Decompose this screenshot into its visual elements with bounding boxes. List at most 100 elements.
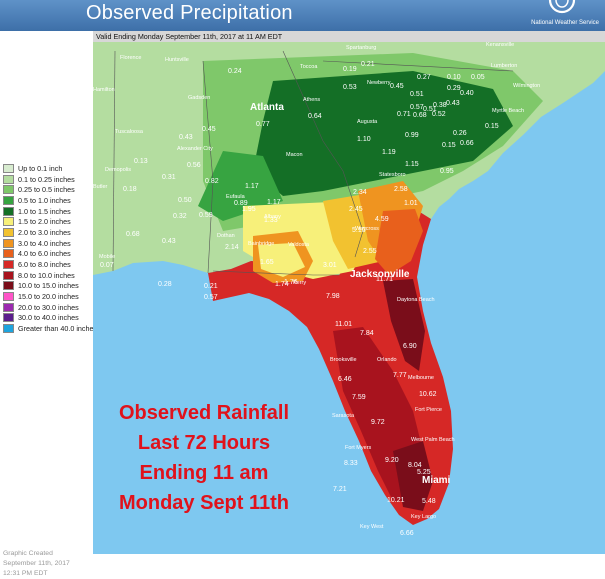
city-label: Augusta <box>357 119 378 125</box>
rainfall-value: 0.15 <box>485 123 499 130</box>
city-label: Brooksville <box>330 357 357 363</box>
agency-name: National Weather Service <box>531 20 599 26</box>
city-label: Dothan <box>217 233 235 239</box>
city-label: Hamilton <box>93 87 115 93</box>
legend-item: 10.0 to 15.0 inches <box>3 281 97 292</box>
city-label: Alexander City <box>177 146 213 152</box>
city-label: Myrtle Beach <box>492 108 524 114</box>
city-label: Lumberton <box>491 63 517 69</box>
rainfall-value: 0.95 <box>440 168 454 175</box>
header-banner: Observed Precipitation National Weather … <box>0 0 605 31</box>
city-label: Macon <box>286 152 303 158</box>
rainfall-value: 2.55 <box>363 248 377 255</box>
city-label: Statesboro <box>379 172 406 178</box>
legend-swatch <box>3 302 14 312</box>
rainfall-value: 0.27 <box>417 74 431 81</box>
rainfall-value: 0.45 <box>202 126 216 133</box>
credit-line: Graphic Created <box>3 550 53 557</box>
legend-item: 1.0 to 1.5 inches <box>3 206 97 217</box>
rainfall-value: 0.43 <box>179 134 193 141</box>
legend-item: 1.5 to 2.0 inches <box>3 216 97 227</box>
rainfall-value: 0.43 <box>446 100 460 107</box>
rainfall-value: 0.29 <box>447 85 461 92</box>
legend-label: 0.5 to 1.0 inches <box>18 195 71 205</box>
rainfall-value: 5.48 <box>422 498 436 505</box>
city-label: Valdosta <box>288 242 310 248</box>
nws-logo-icon <box>548 0 576 14</box>
rainfall-value: 1.19 <box>382 149 396 156</box>
valid-time-bar: Valid Ending Monday September 11th, 2017… <box>93 31 605 42</box>
credit-line: September 11th, 2017 <box>3 560 70 567</box>
rainfall-value: 4.59 <box>375 216 389 223</box>
rainfall-value: 0.45 <box>390 83 404 90</box>
rainfall-value: 0.26 <box>453 130 467 137</box>
rainfall-value: 0.38 <box>433 102 447 109</box>
rainfall-value: 0.28 <box>158 281 172 288</box>
city-label: Bainbridge <box>248 241 274 247</box>
rainfall-value: 8.33 <box>344 460 358 467</box>
legend-label: 0.1 to 0.25 inches <box>18 174 75 184</box>
precip-band-midgreen <box>198 151 283 221</box>
legend-item: 0.5 to 1.0 inches <box>3 195 97 206</box>
rainfall-value: 7.59 <box>352 394 366 401</box>
precip-core-south <box>393 441 433 511</box>
rainfall-value: 0.10 <box>447 74 461 81</box>
city-label: Key Largo <box>411 514 436 520</box>
legend-item: 6.0 to 8.0 inches <box>3 259 97 270</box>
rainfall-value: 0.31 <box>162 174 176 181</box>
rainfall-value: 7.98 <box>326 293 340 300</box>
rainfall-value: 0.05 <box>471 74 485 81</box>
city-label: Sarasota <box>332 413 355 419</box>
rainfall-value: 0.21 <box>361 61 375 68</box>
legend-item: 4.0 to 6.0 inches <box>3 249 97 260</box>
rainfall-value: 0.77 <box>256 121 270 128</box>
legend-swatch <box>3 174 14 184</box>
major-city-label: Atlanta <box>250 102 284 113</box>
legend-label: 15.0 to 20.0 inches <box>18 292 79 302</box>
rainfall-value: 2.14 <box>225 244 239 251</box>
precip-yellow-panhandle <box>258 243 305 277</box>
major-city-label: Miami <box>422 475 451 486</box>
rainfall-value: 0.18 <box>123 186 137 193</box>
legend-swatch <box>3 206 14 216</box>
rainfall-value: 0.68 <box>126 231 140 238</box>
legend-label: Up to 0.1 inch <box>18 163 63 173</box>
legend-label: 8.0 to 10.0 inches <box>18 270 75 280</box>
annotation-line: Ending 11 am <box>140 462 269 484</box>
rainfall-value: 0.57 <box>410 104 424 111</box>
rainfall-value: 7.84 <box>360 330 374 337</box>
city-label: Melbourne <box>408 375 434 381</box>
rainfall-value: 5.25 <box>417 469 431 476</box>
annotation-line: Monday Sept 11th <box>119 492 289 514</box>
rainfall-value: 7.21 <box>333 486 347 493</box>
rainfall-value: 0.24 <box>228 68 242 75</box>
legend-item: 2.0 to 3.0 inches <box>3 227 97 238</box>
city-label: Huntsville <box>165 57 189 63</box>
legend-swatch <box>3 249 14 259</box>
rainfall-value: 0.59 <box>199 212 213 219</box>
city-label: Waycross <box>355 226 379 232</box>
rainfall-value: 0.56 <box>187 162 201 169</box>
legend-swatch <box>3 185 14 195</box>
rainfall-value: 1.76 <box>284 279 298 286</box>
legend-swatch <box>3 270 14 280</box>
rainfall-value: 10.21 <box>387 497 405 504</box>
rainfall-value: 10.62 <box>419 391 437 398</box>
rainfall-value: 0.89 <box>234 200 248 207</box>
rainfall-value: 8.04 <box>408 462 422 469</box>
rainfall-value: 0.57 <box>204 294 218 301</box>
rainfall-value: 0.07 <box>100 262 114 269</box>
rainfall-value: 0.71 <box>397 111 411 118</box>
city-label: Daytona Beach <box>397 297 435 303</box>
major-city-label: Jacksonville <box>350 269 410 280</box>
rainfall-value: 2.34 <box>353 189 367 196</box>
legend-label: 4.0 to 6.0 inches <box>18 249 71 259</box>
legend-panel: Up to 0.1 inch 0.1 to 0.25 inches 0.25 to … <box>0 31 97 577</box>
rainfall-value: 1.17 <box>267 199 281 206</box>
rainfall-value: 6.90 <box>403 343 417 350</box>
city-label: West Palm Beach <box>411 437 455 443</box>
rainfall-value: 0.19 <box>343 66 357 73</box>
city-label: Demopolis <box>105 167 131 173</box>
city-label: Kenansville <box>486 42 514 48</box>
legend-label: 3.0 to 4.0 inches <box>18 238 71 248</box>
